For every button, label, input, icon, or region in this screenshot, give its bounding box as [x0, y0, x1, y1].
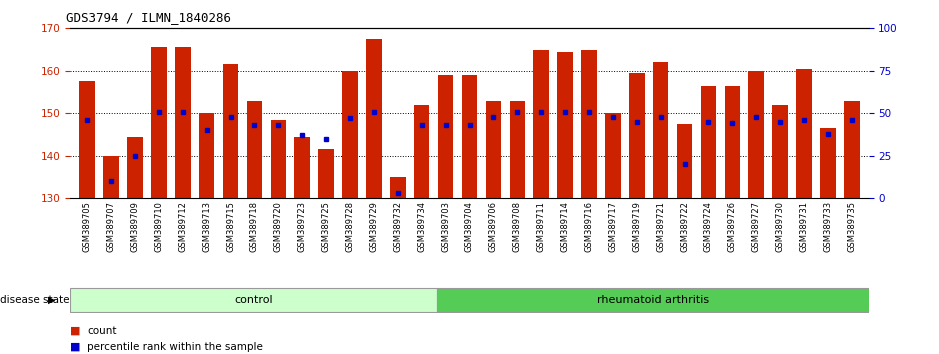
Bar [533, 50, 549, 198]
Bar [175, 47, 191, 198]
Bar [653, 62, 669, 198]
Bar [270, 120, 286, 198]
Text: count: count [87, 326, 116, 336]
Bar [414, 105, 429, 198]
Bar [748, 71, 764, 198]
Bar [70, 288, 438, 312]
Text: rheumatoid arthritis: rheumatoid arthritis [597, 295, 709, 305]
Bar [127, 137, 143, 198]
Bar [558, 52, 573, 198]
Bar [462, 75, 477, 198]
Bar [247, 101, 262, 198]
Bar [366, 39, 381, 198]
Bar [629, 73, 644, 198]
Bar [725, 86, 740, 198]
Bar [80, 81, 95, 198]
Text: ■: ■ [70, 342, 81, 352]
Bar [199, 113, 214, 198]
Bar [820, 128, 836, 198]
Bar [103, 156, 119, 198]
Bar [342, 71, 358, 198]
Bar [438, 75, 454, 198]
Bar [796, 69, 812, 198]
Text: percentile rank within the sample: percentile rank within the sample [87, 342, 263, 352]
Bar [485, 101, 501, 198]
Bar [605, 113, 621, 198]
Text: ▶: ▶ [48, 295, 55, 305]
Text: GDS3794 / ILMN_1840286: GDS3794 / ILMN_1840286 [66, 11, 231, 24]
Bar [510, 101, 525, 198]
Bar [295, 137, 310, 198]
Text: disease state: disease state [0, 295, 69, 305]
Bar [844, 101, 859, 198]
Bar [318, 149, 334, 198]
Bar [773, 105, 788, 198]
Bar [677, 124, 692, 198]
Bar [581, 50, 597, 198]
Bar [700, 86, 716, 198]
Bar [390, 177, 406, 198]
Text: ■: ■ [70, 326, 81, 336]
Bar [151, 47, 166, 198]
Bar [438, 288, 869, 312]
Bar [223, 64, 239, 198]
Text: control: control [235, 295, 273, 305]
